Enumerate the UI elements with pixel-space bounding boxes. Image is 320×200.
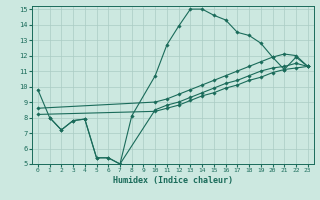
X-axis label: Humidex (Indice chaleur): Humidex (Indice chaleur) [113,176,233,185]
